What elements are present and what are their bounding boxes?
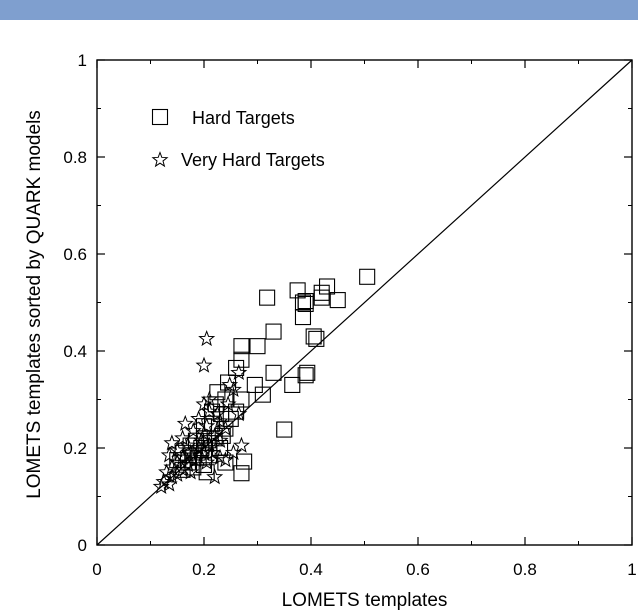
very-hard-target-point	[182, 463, 200, 480]
x-tick-label: 0.4	[299, 560, 323, 579]
very-hard-target-point	[198, 453, 216, 470]
very-hard-target-point	[176, 414, 194, 431]
very-hard-target-point	[155, 473, 173, 490]
y-tick-label: 0.6	[63, 245, 87, 264]
y-axis-title: LOMETS templates sorted by QUARK models	[24, 110, 45, 499]
very-hard-target-point	[211, 431, 229, 448]
very-hard-target-point	[200, 436, 218, 453]
hard-target-point	[294, 308, 312, 326]
very-hard-target-point	[211, 412, 229, 429]
very-hard-target-point	[168, 441, 186, 458]
y-tick-label: 0.8	[63, 148, 87, 167]
very-hard-target-point	[190, 409, 208, 427]
hard-target-point	[228, 359, 245, 377]
header-band	[0, 0, 638, 20]
hard-target-point	[236, 453, 253, 470]
hard-target-point	[249, 338, 266, 355]
legend: Hard Targets Very Hard Targets	[151, 108, 325, 170]
hard-target-point	[297, 295, 314, 313]
hard-target-point	[329, 292, 346, 309]
hard-target-point	[299, 364, 316, 381]
hard-target-point	[259, 289, 276, 306]
very-hard-target-point	[219, 395, 237, 412]
very-hard-target-point	[198, 417, 216, 434]
very-hard-target-point	[195, 395, 213, 412]
very-hard-target-point	[230, 363, 248, 381]
very-hard-target-point	[163, 434, 181, 451]
very-hard-target-point	[160, 475, 178, 492]
very-hard-target-point	[208, 405, 226, 422]
very-hard-target-point	[232, 436, 250, 453]
very-hard-target-point	[221, 376, 239, 393]
hard-target-point	[233, 351, 250, 368]
axis-ticks: 00 0.2 0.2 0.4 0.4 0.6 0.6 0.8 0.8 1 1	[63, 51, 636, 579]
x-tick-label: 0.2	[192, 560, 216, 579]
very-hard-target-point	[211, 448, 229, 465]
very-hard-target-point	[195, 424, 213, 441]
legend-square-marker-icon	[151, 108, 169, 126]
hard-target-point	[359, 268, 376, 285]
data-markers	[152, 268, 376, 495]
legend-label-very-hard: Very Hard Targets	[181, 150, 325, 170]
legend-square-icon	[151, 108, 169, 126]
hard-target-point	[276, 421, 293, 438]
very-hard-target-point	[198, 329, 216, 347]
legend-star-marker-icon	[151, 151, 169, 168]
very-hard-target-point	[216, 419, 234, 436]
x-tick-label: 0	[92, 560, 101, 579]
very-hard-target-point	[192, 431, 210, 448]
hard-target-point	[233, 338, 250, 355]
hard-target-point	[297, 367, 314, 384]
hard-target-point	[305, 328, 322, 345]
hard-target-point	[313, 284, 330, 301]
very-hard-target-point	[187, 451, 205, 468]
hard-target-point	[233, 465, 250, 482]
x-tick-label: 0.8	[513, 560, 537, 579]
very-hard-target-point	[160, 446, 178, 463]
very-hard-target-point	[184, 422, 202, 439]
very-hard-target-point	[163, 468, 181, 485]
very-hard-target-point	[224, 380, 242, 398]
hard-target-point	[265, 323, 282, 340]
hard-target-point	[318, 278, 336, 295]
hard-target-point	[284, 376, 301, 394]
very-hard-target-point	[174, 429, 192, 446]
y-tick-label: 0.4	[63, 342, 87, 361]
x-tick-label: 0.6	[406, 560, 430, 579]
x-axis-title: LOMETS templates	[282, 590, 448, 611]
diagonal-reference-line	[96, 59, 633, 546]
very-hard-target-point	[179, 436, 197, 453]
very-hard-target-point	[152, 477, 170, 495]
hard-target-point	[313, 289, 330, 306]
y-tick-label: 1	[78, 51, 87, 70]
legend-label-hard: Hard Targets	[192, 108, 295, 128]
y-tick-label: 0	[78, 536, 87, 555]
hard-target-point	[265, 364, 282, 381]
hard-target-point	[254, 386, 271, 403]
hard-target-point	[233, 391, 250, 408]
very-hard-target-point	[230, 405, 248, 422]
very-hard-target-point	[200, 402, 218, 419]
very-hard-target-point	[195, 356, 213, 373]
very-hard-target-point	[203, 443, 221, 461]
very-hard-target-point	[168, 465, 186, 482]
legend-star-icon	[151, 151, 169, 168]
y-tick-label: 0.2	[63, 439, 87, 458]
very-hard-target-point	[206, 468, 224, 485]
x-tick-label: 1	[627, 560, 636, 579]
hard-target-point	[308, 330, 325, 347]
